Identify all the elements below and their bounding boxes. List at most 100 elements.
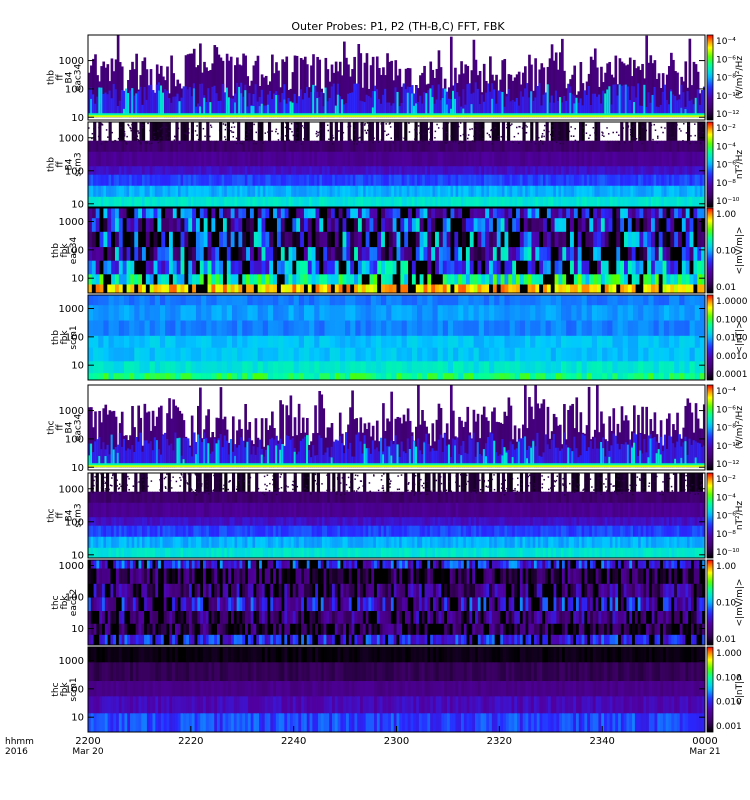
y-tick-label: 100: [65, 332, 84, 343]
probe-label-line: ff: [56, 161, 66, 168]
colorbar: [706, 384, 714, 471]
y-tick-label: 1000: [59, 484, 84, 495]
probe-label: thc ff B4 scm3: [47, 503, 84, 527]
colorbar-tick-label: 10⁻⁶: [716, 405, 736, 415]
y-tick-label: 10: [71, 113, 84, 124]
probe-label-line: thc: [51, 682, 61, 696]
x-tick-sublabel: Mar 20: [72, 747, 104, 757]
probe-label: thc fbk eac12: [51, 589, 79, 616]
panel-frame: [87, 34, 706, 121]
y-tick-label: 100: [65, 84, 84, 95]
probe-label-line: eac12: [69, 589, 79, 616]
colorbar-tick-label: 0.0010: [716, 352, 748, 362]
colorbar-tick-label: 10⁻⁶: [716, 512, 736, 522]
colorbar-tick-label: 10⁻⁸: [716, 74, 736, 84]
colorbar-tick-label: 0.0001: [716, 370, 748, 380]
y-tick-label: 100: [65, 434, 84, 445]
x-tick-label: 2340: [589, 736, 614, 747]
colorbar-label: (V/m)²/Hz: [735, 406, 745, 449]
colorbar-tick-label: 0.001: [716, 722, 742, 732]
probe-label-line: scm3: [74, 503, 84, 527]
colorbar: [706, 121, 714, 208]
y-tick-label: 1000: [59, 406, 84, 417]
panel-thc-ff-eac34: 1000 100 10 thc ff B4 eac34 10⁻⁴ 10⁻⁶ 10⁻⁸ 10⁻¹⁰ 10…: [47, 384, 745, 474]
probe-label-line: B4: [65, 509, 75, 521]
probe-label-line: B4: [65, 71, 75, 83]
colorbar-tick-label: 10⁻⁴: [716, 493, 736, 503]
panel-thb-ff-scm3: 1000 100 10 thb ff B4 scm3 10⁻² 10⁻⁴ 10⁻⁶ 10⁻⁸ 10⁻¹…: [47, 121, 745, 210]
y-tick-label: 1000: [59, 217, 84, 228]
y-tick-label: 100: [65, 166, 84, 177]
probe-label-line: ff: [56, 74, 66, 81]
probe-label-line: scm3: [74, 152, 84, 176]
colorbar: [706, 34, 714, 121]
colorbar: [706, 559, 714, 646]
panel-frame: [87, 294, 706, 381]
probe-label-line: thc: [51, 595, 61, 609]
probe-label-line: ff: [56, 424, 66, 431]
y-tick-label: 10: [71, 713, 84, 724]
panel-frame: [87, 384, 706, 471]
probe-label: thb ff B4 eac34: [47, 64, 84, 92]
probe-label-line: scm1: [69, 325, 79, 349]
colorbar-tick-label: 0.10: [716, 247, 736, 257]
probe-label-line: thb: [51, 243, 61, 258]
colorbar-tick-label: 10⁻⁶: [716, 55, 736, 65]
x-tick-label: 2240: [281, 736, 306, 747]
y-tick-label: 100: [65, 517, 84, 528]
y-tick-label: 10: [71, 274, 84, 285]
y-tick-label: 1000: [59, 656, 84, 667]
panel-thb-fbk-scm1: 1000 100 10 thb fbk scm1 1.0000 0.1000 0.0100 0.0…: [51, 294, 748, 381]
x-tick-label: 2300: [384, 736, 409, 747]
colorbar-tick-label: 10⁻¹⁰: [716, 548, 740, 558]
colorbar-tick-label: 0.01: [716, 283, 736, 293]
x-tick-label: 2200: [75, 736, 100, 747]
colorbar: [706, 294, 714, 381]
colorbar-tick-label: 10⁻¹²: [716, 110, 740, 120]
probe-label-line: thb: [51, 330, 61, 345]
panel-thc-ff-scm3: 1000 100 10 thc ff B4 scm3 10⁻² 10⁻⁴ 10⁻⁶ 10⁻⁸ 10⁻¹…: [47, 472, 745, 561]
panel-frame: [87, 207, 706, 294]
colorbar-tick-label: 10⁻²: [716, 475, 736, 485]
colorbar-tick-label: 0.01: [716, 635, 736, 645]
x-tick-label: 2220: [178, 736, 203, 747]
colorbar-tick-label: 1.000: [716, 649, 742, 659]
colorbar-tick-label: 0.0100: [716, 334, 748, 344]
colorbar-label: (V/m)²/Hz: [735, 56, 745, 99]
colorbar-tick-label: 10⁻⁴: [716, 142, 736, 152]
probe-label-line: eac34: [74, 414, 84, 442]
panel-frame: [87, 472, 706, 559]
panel-thb-fbk-eac34: 1000 100 10 thb fbk eac34 1.00 0.10 0.01 <|mV/m|>: [51, 207, 745, 294]
spectrogram-image: [88, 208, 705, 293]
colorbar-label: <|nT|>: [735, 321, 745, 353]
panel-frame: [87, 559, 706, 646]
probe-label-line: scm1: [69, 677, 79, 701]
colorbar-tick-label: 0.10: [716, 599, 736, 609]
colorbar: [706, 207, 714, 294]
colorbar: [706, 472, 714, 559]
probe-label-line: thb: [47, 157, 57, 172]
probe-label: thb fbk eac34: [51, 237, 79, 265]
panel-thb-ff-eac34: 1000 100 10 thb ff B4 eac34 10⁻⁴ 10⁻⁶ 10⁻⁸ 10⁻¹⁰ 10…: [47, 34, 745, 124]
probe-label-line: ff: [56, 512, 66, 519]
colorbar-tick-label: 10⁻¹⁰: [716, 92, 740, 102]
colorbar-tick-label: 10⁻⁴: [716, 37, 736, 47]
colorbar-tick-label: 10⁻⁸: [716, 424, 736, 434]
probe-label: thb fbk scm1: [51, 325, 79, 349]
probe-label-line: thc: [47, 420, 57, 434]
probe-label-line: eac34: [74, 64, 84, 92]
colorbar-tick-label: 1.0000: [716, 297, 748, 307]
colorbar-tick-label: 1.00: [716, 562, 736, 572]
x-axis-corner-label: 2016: [5, 747, 28, 757]
y-tick-label: 10: [71, 199, 84, 210]
y-tick-label: 1000: [59, 133, 84, 144]
y-tick-label: 10: [71, 624, 84, 635]
colorbar-label: nT²/Hz: [735, 501, 745, 531]
panel-frame: [87, 121, 706, 208]
spectrogram-image: [88, 35, 705, 120]
colorbar-tick-label: 10⁻¹²: [716, 460, 740, 470]
probe-label-line: fbk: [60, 243, 70, 258]
y-tick-label: 10: [71, 361, 84, 372]
